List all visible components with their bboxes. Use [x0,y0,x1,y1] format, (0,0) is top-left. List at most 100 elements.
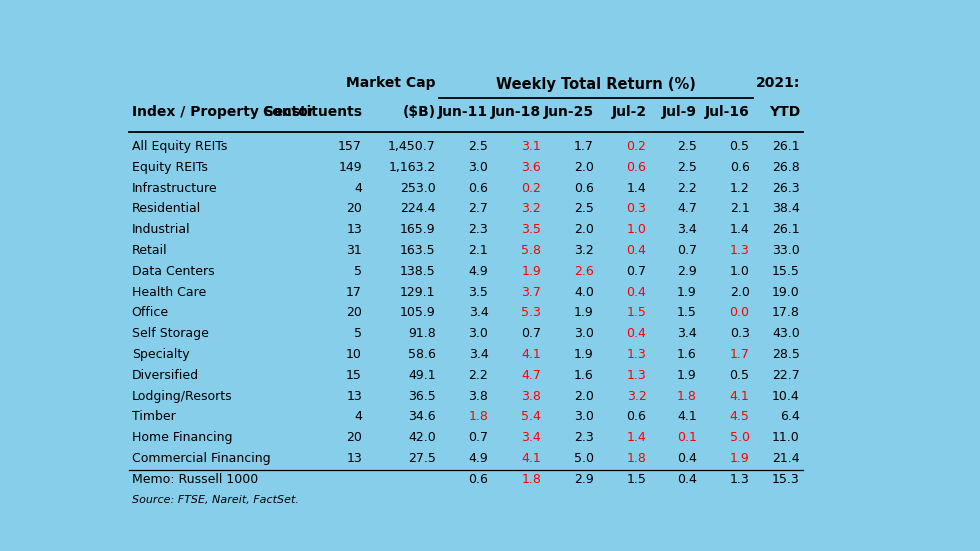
Text: 5: 5 [354,327,362,340]
Text: Jul-2: Jul-2 [612,105,647,118]
Text: 1.9: 1.9 [574,348,594,361]
Text: 3.5: 3.5 [468,285,488,299]
Text: 1.7: 1.7 [730,348,750,361]
Text: 20: 20 [346,431,362,444]
Text: 2.3: 2.3 [468,223,488,236]
Text: 19.0: 19.0 [772,285,800,299]
Text: 4.1: 4.1 [521,348,541,361]
Text: 2.2: 2.2 [677,182,697,195]
Text: 0.6: 0.6 [468,182,488,195]
Text: 15: 15 [346,369,362,382]
Text: 2.5: 2.5 [468,140,488,153]
Text: 20: 20 [346,202,362,215]
Text: 4.1: 4.1 [677,410,697,423]
Text: 4.7: 4.7 [521,369,541,382]
Text: 27.5: 27.5 [408,452,436,465]
Text: Retail: Retail [131,244,168,257]
Text: 3.5: 3.5 [521,223,541,236]
Text: 163.5: 163.5 [400,244,436,257]
Text: 4.1: 4.1 [521,452,541,465]
Text: 2021:: 2021: [756,76,800,90]
Text: 26.3: 26.3 [772,182,800,195]
Text: 0.0: 0.0 [729,306,750,320]
Text: 26.1: 26.1 [772,140,800,153]
Text: 138.5: 138.5 [400,265,436,278]
Text: 1.3: 1.3 [627,369,647,382]
Text: Health Care: Health Care [131,285,206,299]
Text: 17.8: 17.8 [772,306,800,320]
Text: 1.9: 1.9 [521,265,541,278]
Text: Index / Property Sector: Index / Property Sector [131,105,315,118]
Text: 3.4: 3.4 [677,327,697,340]
Text: 5: 5 [354,265,362,278]
Text: 3.7: 3.7 [521,285,541,299]
Text: 2.9: 2.9 [574,473,594,485]
Text: 13: 13 [346,223,362,236]
Text: 1.8: 1.8 [468,410,488,423]
Text: 2.5: 2.5 [677,140,697,153]
Text: 43.0: 43.0 [772,327,800,340]
Text: 3.8: 3.8 [468,390,488,403]
Text: 3.4: 3.4 [677,223,697,236]
Text: 26.8: 26.8 [772,161,800,174]
Text: 4.7: 4.7 [677,202,697,215]
Text: 0.7: 0.7 [677,244,697,257]
Text: 1.8: 1.8 [626,452,647,465]
Text: 21.4: 21.4 [772,452,800,465]
Text: 3.0: 3.0 [574,327,594,340]
Text: 0.5: 0.5 [729,369,750,382]
Text: 3.2: 3.2 [521,202,541,215]
Text: 5.8: 5.8 [521,244,541,257]
Text: 1.6: 1.6 [677,348,697,361]
Text: 3.0: 3.0 [468,327,488,340]
Text: Market Cap: Market Cap [346,76,436,90]
Text: 1,163.2: 1,163.2 [388,161,436,174]
Text: 0.4: 0.4 [626,244,647,257]
Text: 26.1: 26.1 [772,223,800,236]
Text: 4.5: 4.5 [730,410,750,423]
Text: 2.5: 2.5 [677,161,697,174]
Text: 0.6: 0.6 [730,161,750,174]
Text: 2.3: 2.3 [574,431,594,444]
Text: 0.7: 0.7 [626,265,647,278]
Text: 91.8: 91.8 [408,327,436,340]
Text: 4.9: 4.9 [468,265,488,278]
Text: Lodging/Resorts: Lodging/Resorts [131,390,232,403]
Text: 0.6: 0.6 [574,182,594,195]
Text: 2.0: 2.0 [574,161,594,174]
Text: 1.5: 1.5 [626,306,647,320]
Text: 2.2: 2.2 [468,369,488,382]
Text: All Equity REITs: All Equity REITs [131,140,227,153]
Text: 20: 20 [346,306,362,320]
Text: 1.4: 1.4 [730,223,750,236]
Text: 0.1: 0.1 [677,431,697,444]
Text: ($B): ($B) [403,105,436,118]
Text: 129.1: 129.1 [400,285,436,299]
Text: 5.0: 5.0 [729,431,750,444]
Text: 4: 4 [354,410,362,423]
Text: 0.6: 0.6 [626,410,647,423]
Text: 15.5: 15.5 [772,265,800,278]
Text: 15.3: 15.3 [772,473,800,485]
Text: Residential: Residential [131,202,201,215]
Text: 105.9: 105.9 [400,306,436,320]
Text: Jul-9: Jul-9 [662,105,697,118]
Text: 42.0: 42.0 [408,431,436,444]
Text: 2.1: 2.1 [730,202,750,215]
Text: 0.7: 0.7 [468,431,488,444]
Text: 2.0: 2.0 [574,223,594,236]
Text: 13: 13 [346,390,362,403]
Text: 10.4: 10.4 [772,390,800,403]
Text: 0.4: 0.4 [626,285,647,299]
Text: 11.0: 11.0 [772,431,800,444]
Text: 5.3: 5.3 [521,306,541,320]
Text: 1.5: 1.5 [626,473,647,485]
Text: 58.6: 58.6 [408,348,436,361]
Text: 3.4: 3.4 [521,431,541,444]
Text: 4.0: 4.0 [574,285,594,299]
Text: Data Centers: Data Centers [131,265,215,278]
Text: 1.7: 1.7 [574,140,594,153]
Text: 0.6: 0.6 [468,473,488,485]
Text: 34.6: 34.6 [408,410,436,423]
Text: 2.1: 2.1 [468,244,488,257]
